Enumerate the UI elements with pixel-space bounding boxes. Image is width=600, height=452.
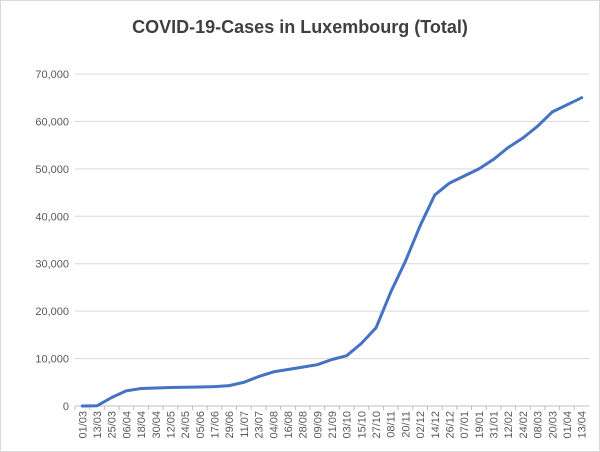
data-point — [462, 174, 466, 178]
data-point — [271, 370, 275, 374]
chart-title: COVID-19-Cases in Luxembourg (Total) — [132, 17, 468, 37]
x-tick-label: 20/03 — [547, 411, 559, 439]
data-point — [477, 167, 481, 171]
x-tick-label: 23/07 — [254, 411, 266, 439]
x-tick-label: 06/04 — [121, 411, 133, 439]
y-tick-label: 30,000 — [35, 259, 69, 271]
data-point — [242, 380, 246, 384]
x-tick-label: 28/08 — [298, 411, 310, 439]
x-tick-label: 07/01 — [459, 411, 471, 439]
data-point — [125, 389, 128, 393]
data-point — [198, 385, 202, 389]
y-tick-label: 40,000 — [35, 211, 69, 223]
x-tick-label: 08/03 — [533, 411, 545, 439]
data-point — [360, 342, 363, 345]
data-point — [565, 103, 569, 107]
x-tick-label: 24/05 — [180, 411, 192, 439]
x-tick-label: 21/09 — [327, 411, 339, 439]
x-tick-label: 30/04 — [151, 411, 163, 439]
data-point — [389, 290, 393, 294]
data-point — [418, 224, 422, 228]
data-point — [169, 386, 172, 389]
x-tick-label: 26/12 — [444, 411, 456, 439]
x-tick-label: 29/06 — [224, 411, 236, 439]
x-tick-label: 09/09 — [312, 411, 324, 439]
data-point — [345, 354, 348, 358]
data-point — [81, 404, 84, 408]
x-tick-label: 15/10 — [356, 411, 368, 439]
y-tick-label: 50,000 — [35, 164, 69, 176]
data-point — [492, 158, 495, 161]
x-tick-label: 04/08 — [268, 411, 280, 439]
data-point — [183, 385, 187, 389]
x-tick-label: 13/04 — [577, 411, 589, 439]
data-point — [521, 136, 525, 140]
data-point — [227, 384, 231, 387]
data-point — [110, 396, 114, 399]
x-tick-label: 20/11 — [400, 411, 412, 438]
y-tick-label: 20,000 — [35, 306, 69, 318]
x-tick-label: 03/10 — [342, 411, 354, 439]
x-tick-label: 11/07 — [239, 411, 251, 438]
data-point — [301, 365, 304, 369]
x-tick-label: 27/10 — [371, 411, 383, 439]
data-point — [448, 181, 451, 185]
data-point — [404, 260, 407, 263]
data-point — [374, 326, 378, 330]
y-tick-label: 0 — [63, 401, 69, 413]
data-point — [95, 404, 99, 408]
x-tick-label: 01/04 — [562, 411, 574, 439]
data-point — [286, 368, 290, 371]
data-point — [580, 96, 583, 100]
data-point — [316, 363, 319, 367]
data-point — [154, 386, 158, 390]
data-point — [550, 110, 554, 114]
x-tick-label: 31/01 — [489, 411, 501, 439]
x-tick-label: 01/03 — [77, 411, 89, 439]
x-tick-label: 25/03 — [107, 411, 119, 439]
x-tick-label: 17/06 — [210, 411, 222, 439]
x-tick-label: 18/04 — [136, 411, 148, 439]
data-point — [536, 124, 539, 128]
x-tick-label: 02/12 — [415, 411, 427, 439]
x-tick-label: 05/06 — [195, 411, 207, 439]
y-tick-label: 10,000 — [35, 354, 69, 366]
data-point — [257, 375, 260, 378]
x-tick-label: 12/02 — [503, 411, 515, 439]
data-point — [330, 358, 334, 361]
data-point — [433, 193, 437, 197]
x-tick-label: 08/11 — [386, 411, 398, 438]
x-tick-label: 19/01 — [474, 411, 486, 439]
data-point — [213, 385, 216, 388]
y-tick-label: 60,000 — [35, 116, 69, 128]
y-tick-label: 70,000 — [35, 69, 69, 81]
x-tick-label: 12/05 — [165, 411, 177, 439]
x-tick-label: 13/03 — [92, 411, 104, 439]
data-point — [506, 146, 510, 149]
x-tick-label: 16/08 — [283, 411, 295, 439]
x-tick-label: 24/02 — [518, 411, 530, 439]
x-tick-label: 14/12 — [430, 411, 442, 439]
data-point — [139, 387, 143, 390]
